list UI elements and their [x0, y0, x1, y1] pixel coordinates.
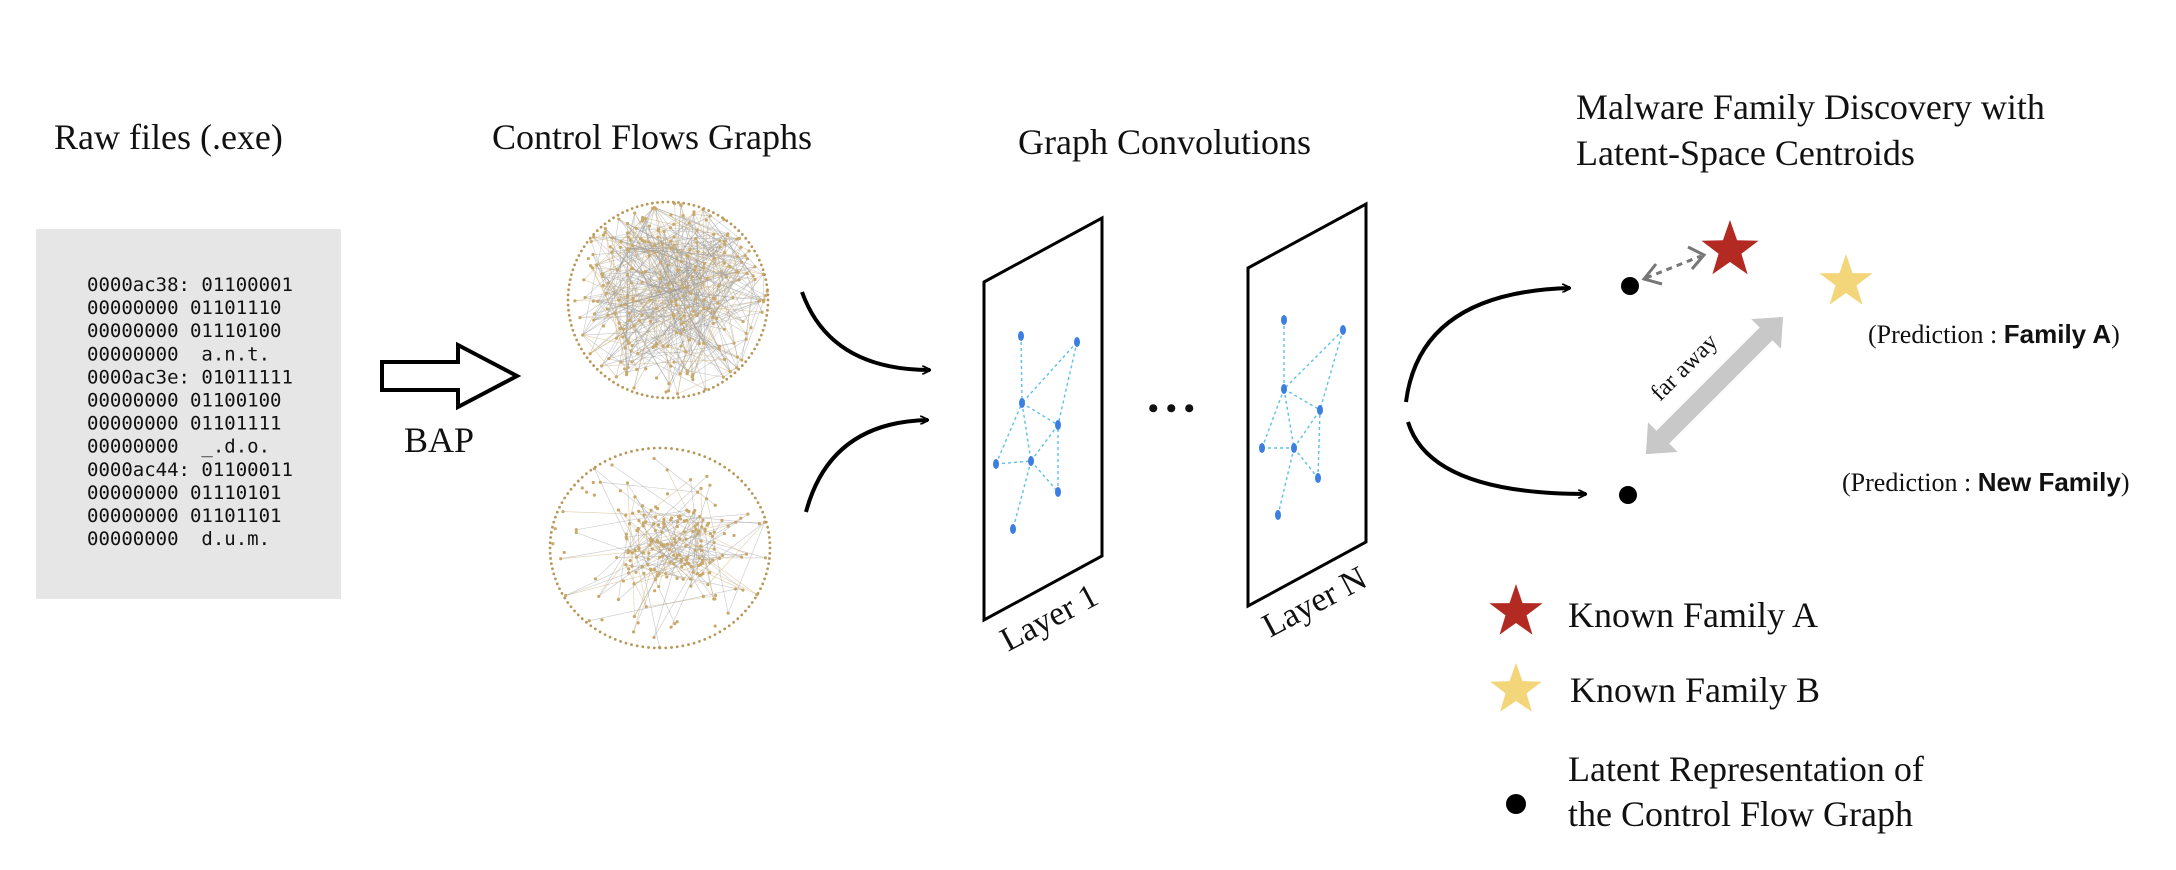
layer-n-graph — [1259, 315, 1346, 520]
bap-label: BAP — [404, 420, 474, 460]
distance-arrowhead-right — [1687, 245, 1707, 270]
raw-files-title: Raw files (.exe) — [54, 117, 283, 157]
hex-line: 00000000 01110100 — [87, 320, 281, 342]
hex-dump-panel — [36, 229, 341, 599]
graph-conv-title: Graph Convolutions — [1018, 122, 1311, 162]
legend-latent-label-line2: the Control Flow Graph — [1568, 794, 1913, 834]
legend-latent-label-line1: Latent Representation of — [1568, 749, 1924, 789]
hex-line: 00000000 01110101 — [87, 482, 281, 504]
family-a-star — [1701, 220, 1759, 275]
discovery-title-line1: Malware Family Discovery with — [1576, 87, 2045, 127]
cfg-graph-bottom — [548, 446, 772, 650]
arrow-conv-to-latent-bottom — [1406, 421, 1586, 494]
arrow-cfg-top-to-conv — [800, 291, 930, 370]
legend: Known Family A Known Family B Latent Rep… — [1489, 584, 1924, 834]
layer-1-graph — [993, 331, 1080, 534]
hex-line: 00000000 _.d.o. — [87, 436, 270, 458]
distance-arrowhead-left — [1641, 263, 1663, 286]
layers-ellipsis: • • • — [1148, 392, 1195, 425]
latent-point-bottom — [1619, 486, 1637, 504]
legend-family-a-label: Known Family A — [1568, 595, 1818, 635]
family-b-star — [1819, 254, 1873, 305]
hex-line: 00000000 01101101 — [87, 505, 281, 527]
discovery-title-line2: Latent-Space Centroids — [1576, 133, 1915, 173]
legend-latent-dot — [1506, 794, 1526, 814]
prediction-new-family: (Prediction : New Family) — [1842, 467, 2130, 497]
cfg-graph-top — [566, 200, 770, 400]
legend-family-b-label: Known Family B — [1570, 670, 1820, 710]
cfg-title: Control Flows Graphs — [492, 117, 812, 157]
legend-family-a-star — [1489, 584, 1543, 635]
hex-line: 00000000 d.u.m. — [87, 528, 270, 550]
hex-line: 00000000 a.n.t. — [87, 343, 270, 365]
hex-line: 00000000 01100100 — [87, 390, 281, 412]
distance-arrow-dashed — [1645, 254, 1702, 280]
far-away-arrow — [1645, 316, 1784, 455]
legend-family-b-star — [1490, 663, 1542, 712]
hex-line: 00000000 01101111 — [87, 413, 281, 435]
hex-line: 0000ac3e: 01011111 — [87, 366, 293, 388]
layer-n-panel — [1246, 201, 1368, 609]
latent-point-top — [1621, 277, 1639, 295]
bap-arrow — [380, 341, 522, 411]
hex-line: 0000ac44: 01100011 — [87, 459, 293, 481]
hex-line: 00000000 01101110 — [87, 297, 281, 319]
arrow-cfg-bottom-to-conv — [804, 420, 928, 513]
arrow-conv-to-latent-top — [1404, 288, 1570, 403]
layer-1-panel — [982, 215, 1104, 623]
prediction-family-a: (Prediction : Family A) — [1868, 319, 2120, 349]
hex-line: 0000ac38: 01100001 — [87, 274, 293, 296]
